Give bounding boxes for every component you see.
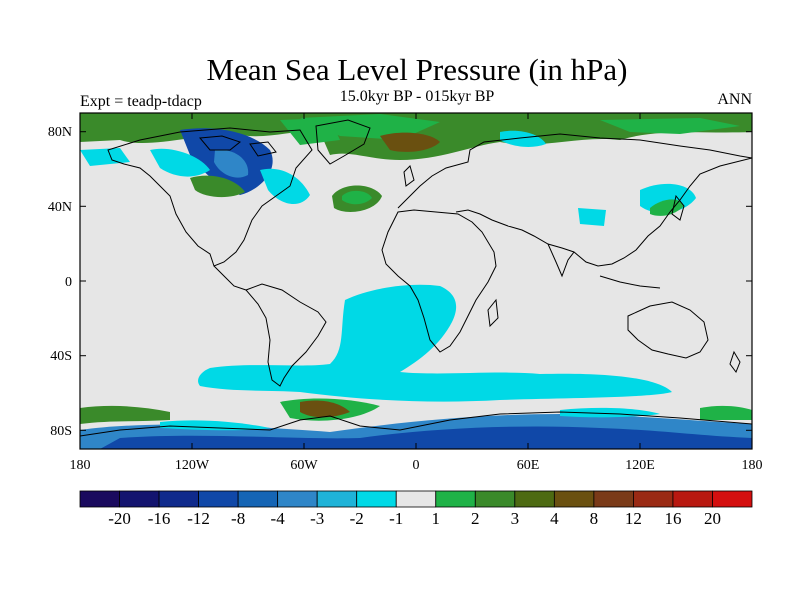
- colorbar-label: 2: [471, 509, 480, 528]
- japan-coast: [671, 194, 685, 221]
- antarctic-deep-negative: [100, 426, 752, 449]
- north-america-coast: [107, 127, 313, 267]
- india-coast: [547, 243, 575, 278]
- xtick-label: 120W: [175, 458, 210, 473]
- coastlines: [80, 119, 752, 437]
- colorbar-label: 4: [550, 509, 559, 528]
- east-siberia-cyan: [500, 130, 546, 147]
- colorbar-swatch: [119, 490, 160, 508]
- north-america-positive: [190, 175, 245, 198]
- colorbar-swatch: [79, 490, 120, 508]
- indonesia-coast: [599, 275, 661, 289]
- australia-coast: [627, 301, 709, 359]
- north-atlantic-light: [342, 190, 372, 205]
- plot-subtitle: 15.0kyr BP - 015kyr BP: [339, 88, 495, 105]
- colorbar-swatch: [316, 490, 358, 508]
- colorbar-label: -3: [310, 509, 324, 528]
- x-tick-labels: 180 120W 60W 0 60E 120E 180: [70, 458, 763, 473]
- antarctica-coast: [80, 411, 752, 437]
- ytick-label: 40S: [50, 349, 72, 364]
- colorbar-label: -20: [108, 509, 131, 528]
- colorbar-label: 20: [704, 509, 721, 528]
- colorbar-swatch: [395, 490, 437, 508]
- colorbar-swatch: [198, 490, 239, 508]
- colorbar-label: -4: [271, 509, 286, 528]
- madagascar-coast: [487, 298, 499, 328]
- arctic-light-green-2: [600, 118, 740, 134]
- xtick-label: 60W: [290, 458, 318, 473]
- xtick-label: 180: [742, 458, 763, 473]
- asia-coast: [455, 157, 752, 267]
- colorbar-label: 12: [625, 509, 642, 528]
- colorbar-swatch: [712, 490, 753, 508]
- colorbar-swatch: [514, 490, 555, 508]
- plot-title: Mean Sea Level Pressure (in hPa): [206, 52, 628, 87]
- xtick-label: 60E: [517, 458, 540, 473]
- colorbar-label: 3: [511, 509, 520, 528]
- xtick-label: 180: [70, 458, 91, 473]
- colorbar-label: 8: [590, 509, 599, 528]
- southern-ocean-positive-3: [700, 405, 752, 420]
- colorbar-swatch: [356, 490, 397, 508]
- southern-ocean-dark: [300, 400, 350, 418]
- europe-coast: [397, 133, 752, 209]
- colorbar-label: -12: [187, 509, 210, 528]
- colorbar-swatch: [435, 490, 476, 508]
- arctic-islands-coast: [199, 135, 277, 157]
- ytick-label: 80N: [48, 125, 72, 140]
- colorbar: -20 -16 -12 -8 -4 -3 -2 -1 1 2 3 4 8 12 16 20: [79, 490, 753, 528]
- colorbar-label: 1: [432, 509, 441, 528]
- southern-ocean-positive: [80, 405, 170, 424]
- colorbar-swatch: [593, 490, 634, 508]
- greenland-coast: [315, 119, 371, 165]
- canada-cyan-2: [260, 168, 310, 205]
- africa-coast: [381, 209, 497, 353]
- antarctic-cyan: [160, 420, 270, 431]
- canada-blue-mid: [214, 149, 249, 178]
- colorbar-label: -2: [350, 509, 364, 528]
- ytick-label: 80S: [50, 424, 72, 439]
- uk-coast: [403, 165, 415, 187]
- ytick-label: 0: [65, 275, 72, 290]
- east-asia-cyan: [578, 208, 606, 226]
- canada-cyan: [150, 148, 210, 177]
- siberia-dark: [380, 132, 440, 152]
- experiment-label: Expt = teadp-tdacp: [80, 93, 202, 110]
- south-atlantic-negative: [198, 284, 672, 402]
- colorbar-swatch: [672, 490, 713, 508]
- map-field: [80, 113, 752, 449]
- colorbar-swatch: [237, 490, 279, 508]
- colorbar-label: -16: [148, 509, 171, 528]
- new-zealand-coast: [729, 350, 741, 374]
- x-tick-marks: [191, 113, 641, 449]
- central-america-coast: [213, 265, 247, 291]
- colorbar-swatch: [633, 490, 674, 508]
- ytick-label: 40N: [48, 200, 72, 215]
- colorbar-swatch: [474, 490, 516, 508]
- y-tick-labels: 80N 40N 0 40S 80S: [48, 125, 72, 439]
- colorbar-swatch: [277, 490, 318, 508]
- colorbar-swatch: [553, 490, 595, 508]
- japan-positive: [650, 199, 684, 216]
- colorbar-label: -1: [389, 509, 403, 528]
- colorbar-swatch: [158, 490, 199, 508]
- colorbar-label: -8: [231, 509, 245, 528]
- colorbar-label: 16: [664, 509, 681, 528]
- xtick-label: 0: [413, 458, 420, 473]
- y-tick-marks: [80, 131, 752, 431]
- season-label: ANN: [717, 91, 752, 108]
- south-america-coast: [245, 283, 327, 387]
- xtick-label: 120E: [625, 458, 655, 473]
